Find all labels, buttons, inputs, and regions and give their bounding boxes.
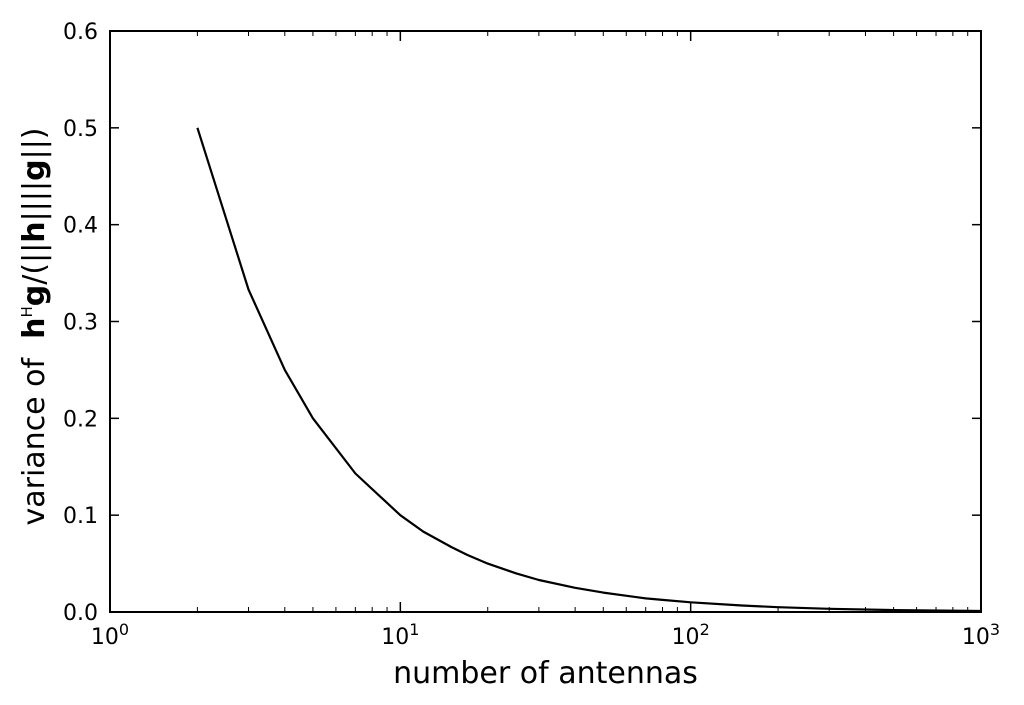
x-tick-label: 101 bbox=[381, 620, 419, 650]
x-tick-labels: 100 101 102 103 bbox=[91, 620, 1000, 650]
plot-area bbox=[109, 30, 982, 613]
y-tick-label: 0.0 bbox=[63, 601, 98, 626]
y-tick-label: 0.6 bbox=[63, 20, 98, 45]
y-axis-label-expr-part: ||) bbox=[17, 127, 52, 159]
series-group bbox=[196, 127, 982, 613]
x-tick-label: 103 bbox=[962, 620, 1000, 650]
y-axis-label-expr-part: /(|| bbox=[17, 243, 52, 285]
y-axis-label-expr-part: H bbox=[18, 306, 36, 317]
series-line bbox=[196, 127, 982, 613]
y-tick-labels: 0.0 0.1 0.2 0.3 0.4 0.5 0.6 bbox=[63, 20, 98, 626]
y-axis-label-expr-part: h bbox=[17, 221, 52, 242]
x-axis-label: number of antennas bbox=[393, 656, 698, 691]
y-axis-label-expr-part: g bbox=[17, 285, 52, 306]
y-axis-label-expr-part: g bbox=[17, 159, 52, 180]
x-tick-label: 100 bbox=[91, 620, 129, 650]
y-tick-label: 0.1 bbox=[63, 504, 98, 529]
tick-marks bbox=[109, 30, 982, 613]
y-axis-label-expr-part: |||| bbox=[17, 181, 52, 221]
y-axis-label: variance of hHg/(||h||||g||) bbox=[17, 127, 52, 525]
y-tick-label: 0.4 bbox=[63, 214, 98, 239]
y-tick-label: 0.2 bbox=[63, 407, 98, 432]
y-axis-label-prefix: variance of bbox=[17, 339, 52, 526]
y-axis-label-expr-part: h bbox=[17, 317, 52, 338]
x-tick-label: 102 bbox=[672, 620, 710, 650]
plot-frame bbox=[109, 30, 982, 613]
y-tick-label: 0.3 bbox=[63, 311, 98, 336]
y-tick-label: 0.5 bbox=[63, 117, 98, 142]
